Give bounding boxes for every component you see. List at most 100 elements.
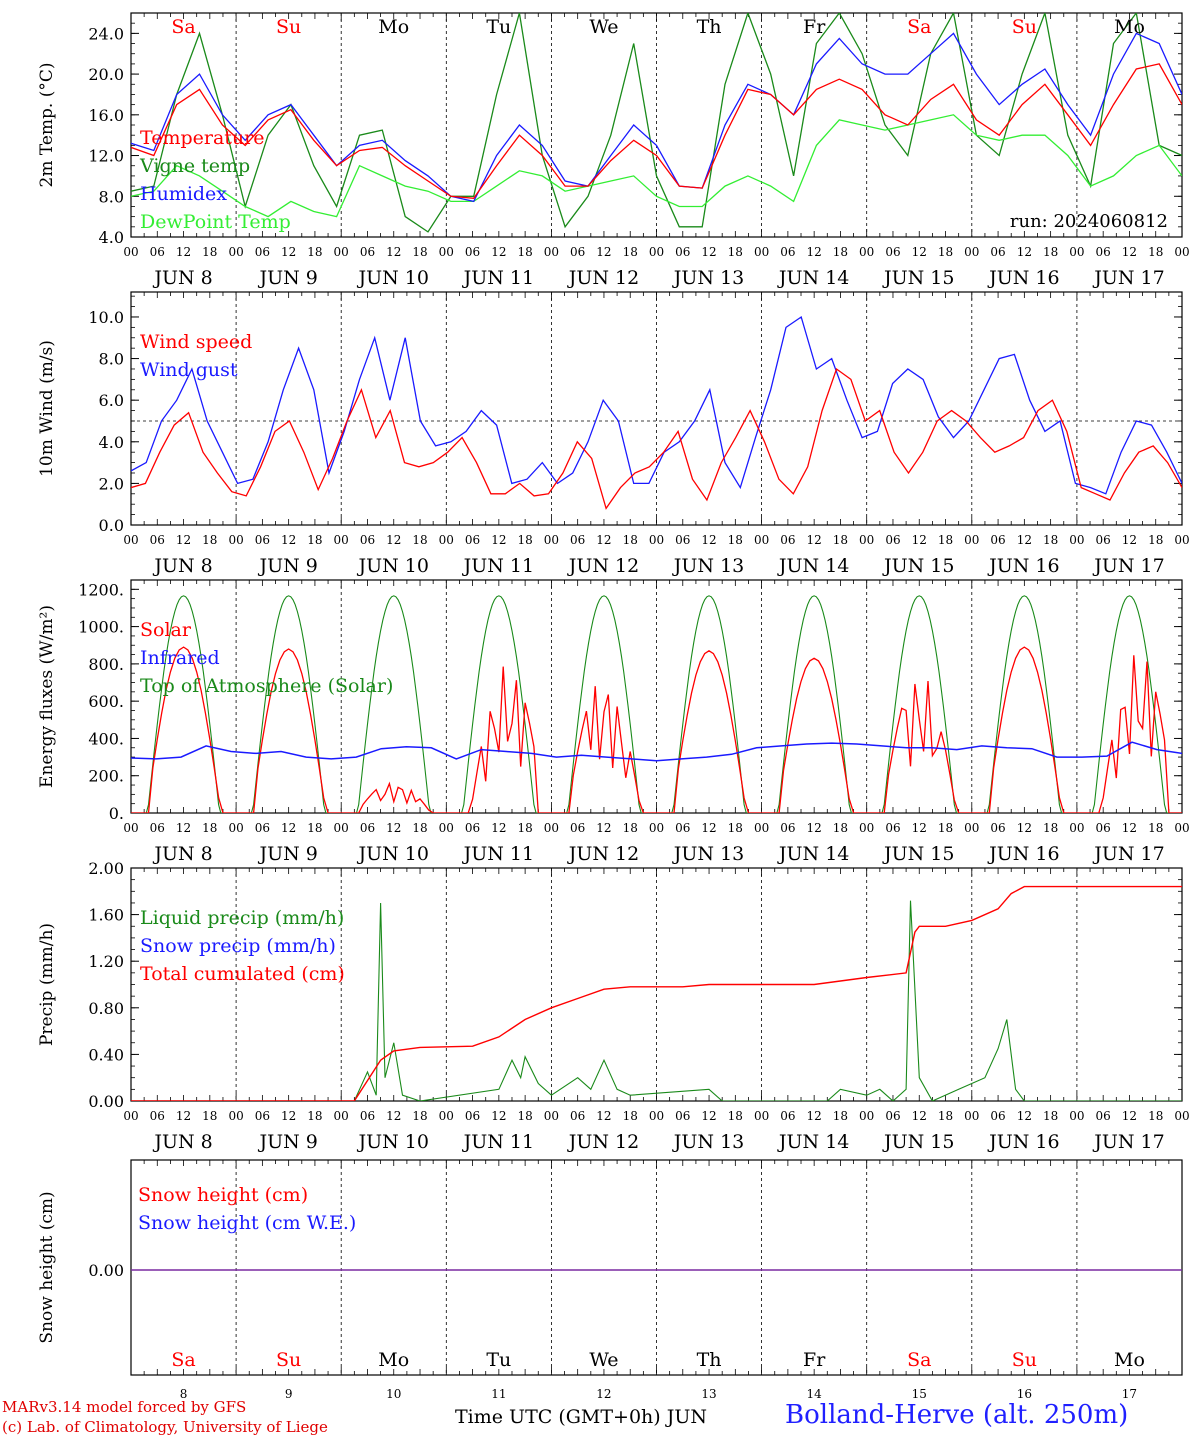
hour-label: 00 (544, 1109, 559, 1123)
hour-label: 06 (570, 1109, 585, 1123)
hour-label: 06 (675, 245, 690, 259)
hour-label: 12 (701, 821, 716, 835)
date-label: JUN 14 (777, 555, 849, 577)
hour-label: 12 (912, 1109, 927, 1123)
hour-label: 06 (255, 821, 270, 835)
hour-label: 12 (386, 1109, 401, 1123)
date-label: JUN 15 (882, 267, 954, 289)
date-label: JUN 10 (357, 555, 429, 577)
hour-label: 00 (439, 533, 454, 547)
day-number: 11 (491, 1387, 506, 1401)
hour-label: 00 (1174, 245, 1189, 259)
hour-label: 12 (807, 821, 822, 835)
hour-label: 06 (885, 1109, 900, 1123)
y-tick-label: 12.0 (88, 147, 124, 166)
hour-label: 06 (1096, 245, 1111, 259)
weekday-label: Su (276, 1349, 301, 1371)
hour-label: 12 (701, 245, 716, 259)
hour-label: 00 (123, 1109, 138, 1123)
date-label: JUN 12 (567, 843, 639, 865)
hour-label: 00 (1069, 821, 1084, 835)
hour-label: 12 (1017, 1109, 1032, 1123)
hour-label: 18 (728, 245, 743, 259)
run-label: run: 2024060812 (1010, 211, 1168, 232)
hour-label: 06 (360, 245, 375, 259)
day-number: 9 (285, 1387, 293, 1401)
hour-label: 00 (964, 245, 979, 259)
hour-label: 00 (1069, 245, 1084, 259)
hour-label: 06 (465, 245, 480, 259)
hour-label: 00 (123, 533, 138, 547)
hour-label: 06 (570, 245, 585, 259)
weekday-label: Sa (171, 1349, 195, 1371)
hour-label: 18 (728, 1109, 743, 1123)
hour-label: 00 (754, 821, 769, 835)
hour-label: 06 (150, 533, 165, 547)
weekday-label: Tu (486, 16, 511, 38)
day-number: 17 (1122, 1387, 1137, 1401)
hour-label: 06 (255, 245, 270, 259)
hour-label: 18 (833, 1109, 848, 1123)
date-label: JUN 9 (257, 1131, 317, 1153)
y-axis-label: 2m Temp. (°C) (37, 62, 57, 187)
hour-label: 12 (1122, 1109, 1137, 1123)
hour-label: 06 (675, 533, 690, 547)
hour-label: 12 (386, 821, 401, 835)
hour-label: 06 (675, 1109, 690, 1123)
legend-entry: Wind speed (140, 331, 252, 353)
hour-label: 12 (596, 533, 611, 547)
hour-label: 06 (570, 533, 585, 547)
legend-entry: Snow precip (mm/h) (140, 935, 336, 957)
hour-label: 06 (990, 1109, 1005, 1123)
hour-label: 00 (123, 245, 138, 259)
day-number: 16 (1017, 1387, 1032, 1401)
y-tick-label: 1.60 (88, 906, 124, 925)
hour-label: 00 (649, 1109, 664, 1123)
hour-label: 12 (491, 1109, 506, 1123)
legend-entry: Solar (140, 619, 192, 641)
weekday-label: Fr (803, 16, 826, 38)
hour-label: 00 (544, 533, 559, 547)
day-number: 15 (912, 1387, 927, 1401)
date-label: JUN 11 (462, 267, 534, 289)
hour-label: 18 (938, 245, 953, 259)
y-tick-label: 6.0 (99, 391, 124, 410)
plot-area (131, 885, 1182, 1101)
date-label: JUN 15 (882, 843, 954, 865)
series-line (131, 315, 1182, 495)
legend-entry: Snow height (cm W.E.) (138, 1212, 356, 1234)
hour-label: 18 (623, 245, 638, 259)
hour-label: 00 (334, 245, 349, 259)
hour-label: 00 (228, 1109, 243, 1123)
hour-label: 18 (202, 533, 217, 547)
panel-wind: 0.0 2.0 4.0 6.0 8.0 10.0 10m Wind (m/s) 00 06 12 1… (37, 291, 1190, 577)
hour-label: 00 (439, 1109, 454, 1123)
y-tick-label: 1.20 (88, 952, 124, 971)
date-label: JUN 15 (882, 1131, 954, 1153)
hour-label: 00 (754, 1109, 769, 1123)
weekday-label: Th (697, 16, 722, 38)
series-line (131, 114, 1182, 218)
date-label: JUN 17 (1092, 555, 1164, 577)
date-label: JUN 13 (672, 1131, 744, 1153)
hour-label: 06 (465, 533, 480, 547)
hour-label: 18 (938, 821, 953, 835)
hour-label: 12 (1122, 533, 1137, 547)
y-tick-label: 8.0 (99, 350, 124, 369)
plot-area (131, 13, 1182, 233)
y-tick-label: 600. (88, 692, 124, 711)
hour-label: 18 (517, 1109, 532, 1123)
y-tick-label: 0.0 (99, 516, 124, 535)
hour-label: 00 (649, 821, 664, 835)
hour-label: 00 (754, 533, 769, 547)
infrared-line (131, 741, 1182, 762)
plot-area (131, 595, 1182, 813)
hour-label: 06 (885, 533, 900, 547)
toa-line (131, 595, 1182, 813)
date-label: JUN 11 (462, 1131, 534, 1153)
hour-label: 00 (754, 245, 769, 259)
panel-precip: 0.00 0.40 0.80 1.20 1.60 2.00 Precip (mm/h) 00 0… (37, 859, 1190, 1153)
hour-label: 00 (1174, 533, 1189, 547)
y-tick-label: 400. (88, 729, 124, 748)
